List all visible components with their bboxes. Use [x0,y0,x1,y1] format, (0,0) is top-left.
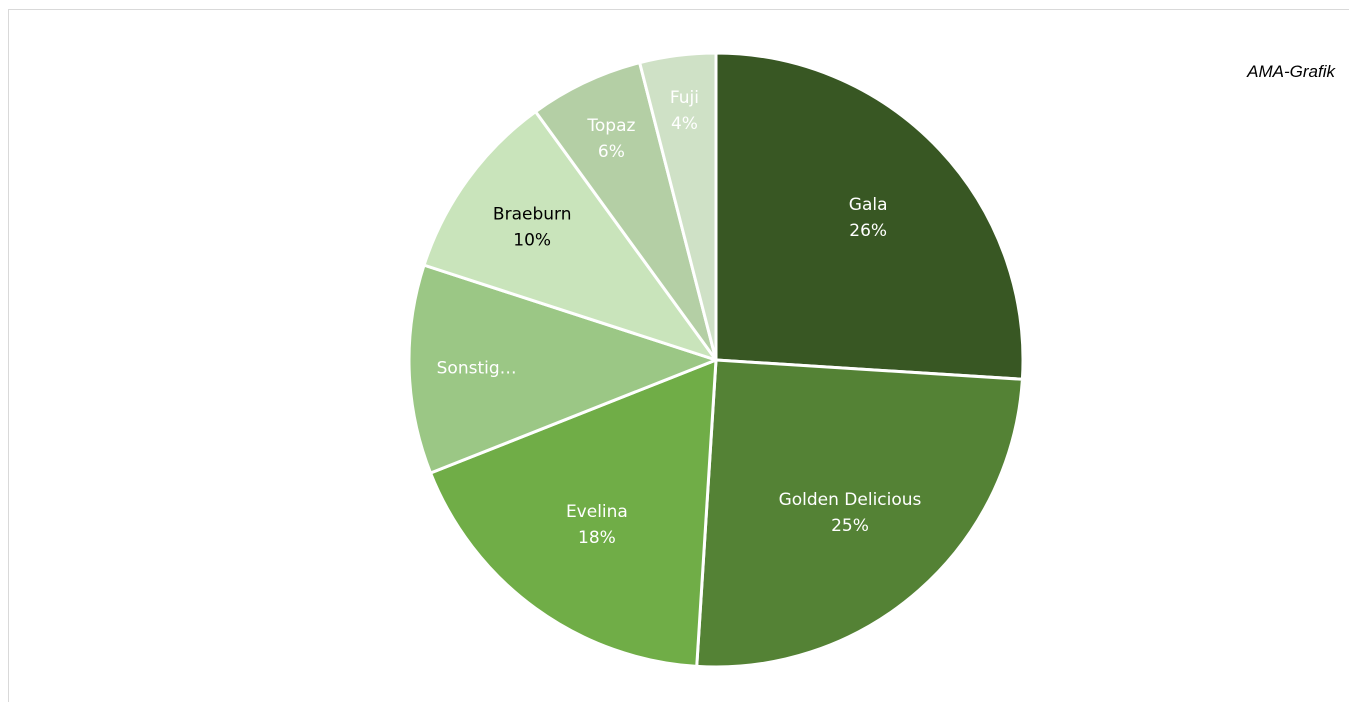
slice-name: Evelina [566,502,628,522]
pie-slice-golden-delicious [695,358,1024,669]
slice-name: Sonstig… [437,359,517,379]
pie-slice-evelina [429,358,718,668]
slice-label: Braeburn 10% [493,204,572,250]
slice-percent: 18% [578,528,616,548]
slice-label: Evelina 18% [566,502,628,548]
pie-slice-fuji [638,51,718,362]
slice-label: Sonstig… [437,359,517,379]
pie-slice-sonstig [407,263,718,475]
slice-name: Fuji [670,88,699,108]
slice-label: Gala 26% [849,195,888,241]
slice-name: Topaz [586,116,635,136]
slice-percent: 6% [598,142,625,162]
slice-percent: 26% [849,221,887,241]
slice-label: Fuji 4% [670,88,699,134]
slice-percent: 4% [671,114,698,134]
slice-percent: 25% [831,516,869,536]
slice-label: Topaz 6% [586,116,635,162]
source-note: AMA-Grafik [1247,62,1335,81]
slice-percent: 10% [513,230,551,250]
slice-name: Golden Delicious [779,490,922,510]
slice-name: Braeburn [493,204,572,224]
pie-slice-gala [714,51,1025,381]
pie-slice-braeburn [422,110,718,362]
slice-label: Golden Delicious 25% [779,490,922,536]
slice-name: Gala [849,195,888,215]
